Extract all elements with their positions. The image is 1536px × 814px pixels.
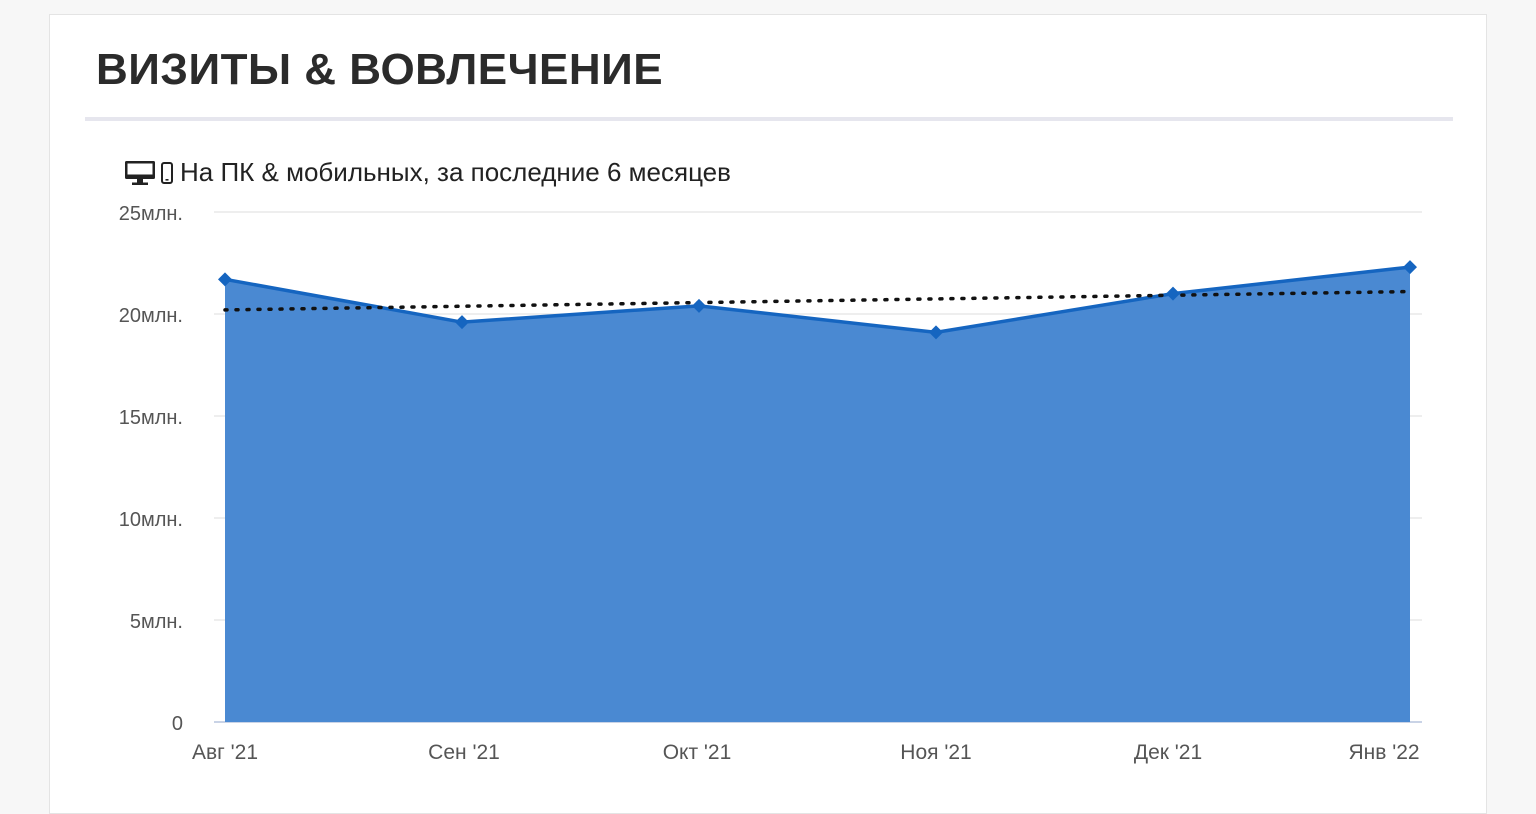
- y-tick-label: 0: [172, 713, 183, 735]
- visits-area-chart: 0 5млн. 10млн. 15млн. 20млн. 25млн. Авг '21 Се…: [119, 203, 1422, 764]
- y-tick-label: 20млн.: [119, 305, 183, 327]
- y-tick-label: 10млн.: [119, 509, 183, 531]
- data-point[interactable]: [218, 272, 232, 287]
- x-tick-label: Ноя '21: [900, 741, 971, 764]
- subtitle-text: На ПК & мобильных, за последние 6 месяце…: [180, 157, 731, 187]
- area-fill: [225, 267, 1410, 722]
- x-tick-label: Сен '21: [428, 741, 500, 764]
- chart-subtitle: На ПК & мобильных, за последние 6 месяце…: [124, 157, 731, 188]
- y-tick-label: 15млн.: [119, 407, 183, 429]
- data-point[interactable]: [455, 315, 469, 330]
- desktop-icon: [124, 160, 156, 186]
- title-divider: [85, 117, 1453, 121]
- x-tick-label: Янв '22: [1348, 741, 1419, 764]
- trend-line: [223, 289, 1412, 312]
- data-point[interactable]: [1403, 260, 1417, 275]
- y-tick-label: 25млн.: [119, 203, 183, 225]
- x-tick-label: Дек '21: [1134, 741, 1202, 764]
- y-tick-label: 5млн.: [130, 611, 183, 633]
- data-point[interactable]: [692, 298, 706, 313]
- section-title: ВИЗИТЫ & ВОВЛЕЧЕНИЕ: [96, 45, 664, 94]
- data-point[interactable]: [929, 325, 943, 340]
- mobile-icon: [161, 161, 173, 184]
- x-tick-label: Авг '21: [192, 741, 258, 764]
- x-tick-label: Окт '21: [663, 741, 732, 764]
- series-line: [224, 265, 1411, 335]
- data-point[interactable]: [1166, 286, 1180, 301]
